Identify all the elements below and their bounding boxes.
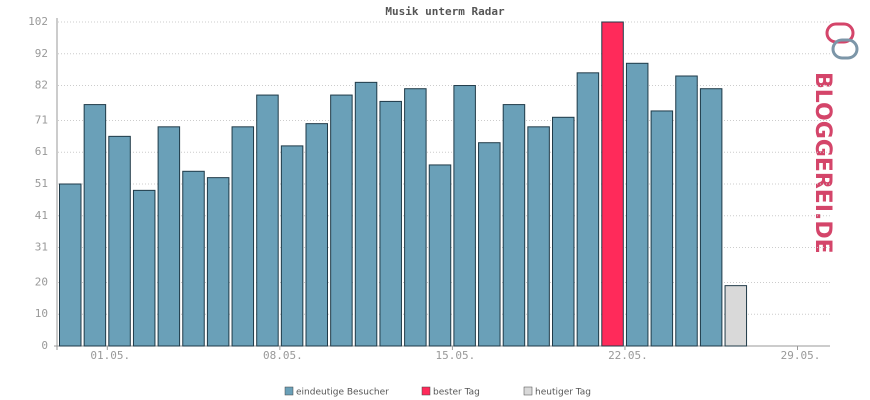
bar (724, 285, 748, 347)
y-tick-label: 31 (35, 241, 48, 254)
legend-label: eindeutige Besucher (296, 388, 389, 398)
bar (231, 126, 255, 347)
logo: BLOGGEREI.DE (810, 22, 859, 254)
legend-swatch (523, 386, 533, 396)
bar (132, 189, 156, 347)
x-tick-label: 22.05. (608, 349, 648, 362)
bar (601, 21, 624, 347)
y-tick-label: 51 (35, 177, 48, 190)
bar (552, 116, 575, 347)
bar (206, 177, 230, 347)
chart-title: Musik unterm Radar (385, 5, 505, 18)
y-tick-label: 92 (35, 47, 48, 60)
bar (675, 75, 698, 347)
bar (256, 94, 279, 347)
bar (625, 62, 649, 347)
x-tick-label: 08.05. (263, 349, 303, 362)
bar (354, 81, 378, 347)
bar (576, 72, 600, 347)
bar (650, 110, 674, 347)
x-tick-label: 01.05. (90, 349, 130, 362)
legend-label: heutiger Tag (535, 388, 591, 398)
legend-swatch (284, 386, 294, 396)
legend-swatch (421, 386, 431, 396)
logo-text: BLOGGEREI.DE (810, 72, 835, 254)
bar (305, 123, 328, 347)
y-tick-label: 10 (35, 307, 48, 320)
bar (527, 126, 550, 347)
bar (59, 183, 82, 347)
logo-icon (825, 22, 855, 44)
y-tick-label: 71 (35, 113, 48, 126)
bar (478, 142, 501, 347)
bar (182, 170, 205, 347)
bar (280, 145, 304, 347)
y-tick-label: 41 (35, 209, 48, 222)
bar (699, 88, 723, 347)
y-tick-label: 20 (35, 275, 48, 288)
x-tick-label: 15.05. (436, 349, 476, 362)
y-tick-label: 61 (35, 145, 48, 158)
bar (453, 85, 476, 347)
bar (502, 104, 526, 347)
y-tick-label: 82 (35, 79, 48, 92)
bar (157, 126, 181, 347)
logo-icon (831, 38, 859, 60)
bar (404, 88, 427, 347)
y-tick-label: 102 (28, 15, 48, 28)
x-tick-label: 29.05. (781, 349, 821, 362)
bar (428, 164, 452, 347)
bar (379, 100, 402, 347)
bar (83, 104, 107, 347)
y-tick-label: 0 (41, 339, 48, 352)
bar (330, 94, 353, 347)
bar (108, 135, 131, 347)
legend-label: bester Tag (433, 388, 480, 398)
